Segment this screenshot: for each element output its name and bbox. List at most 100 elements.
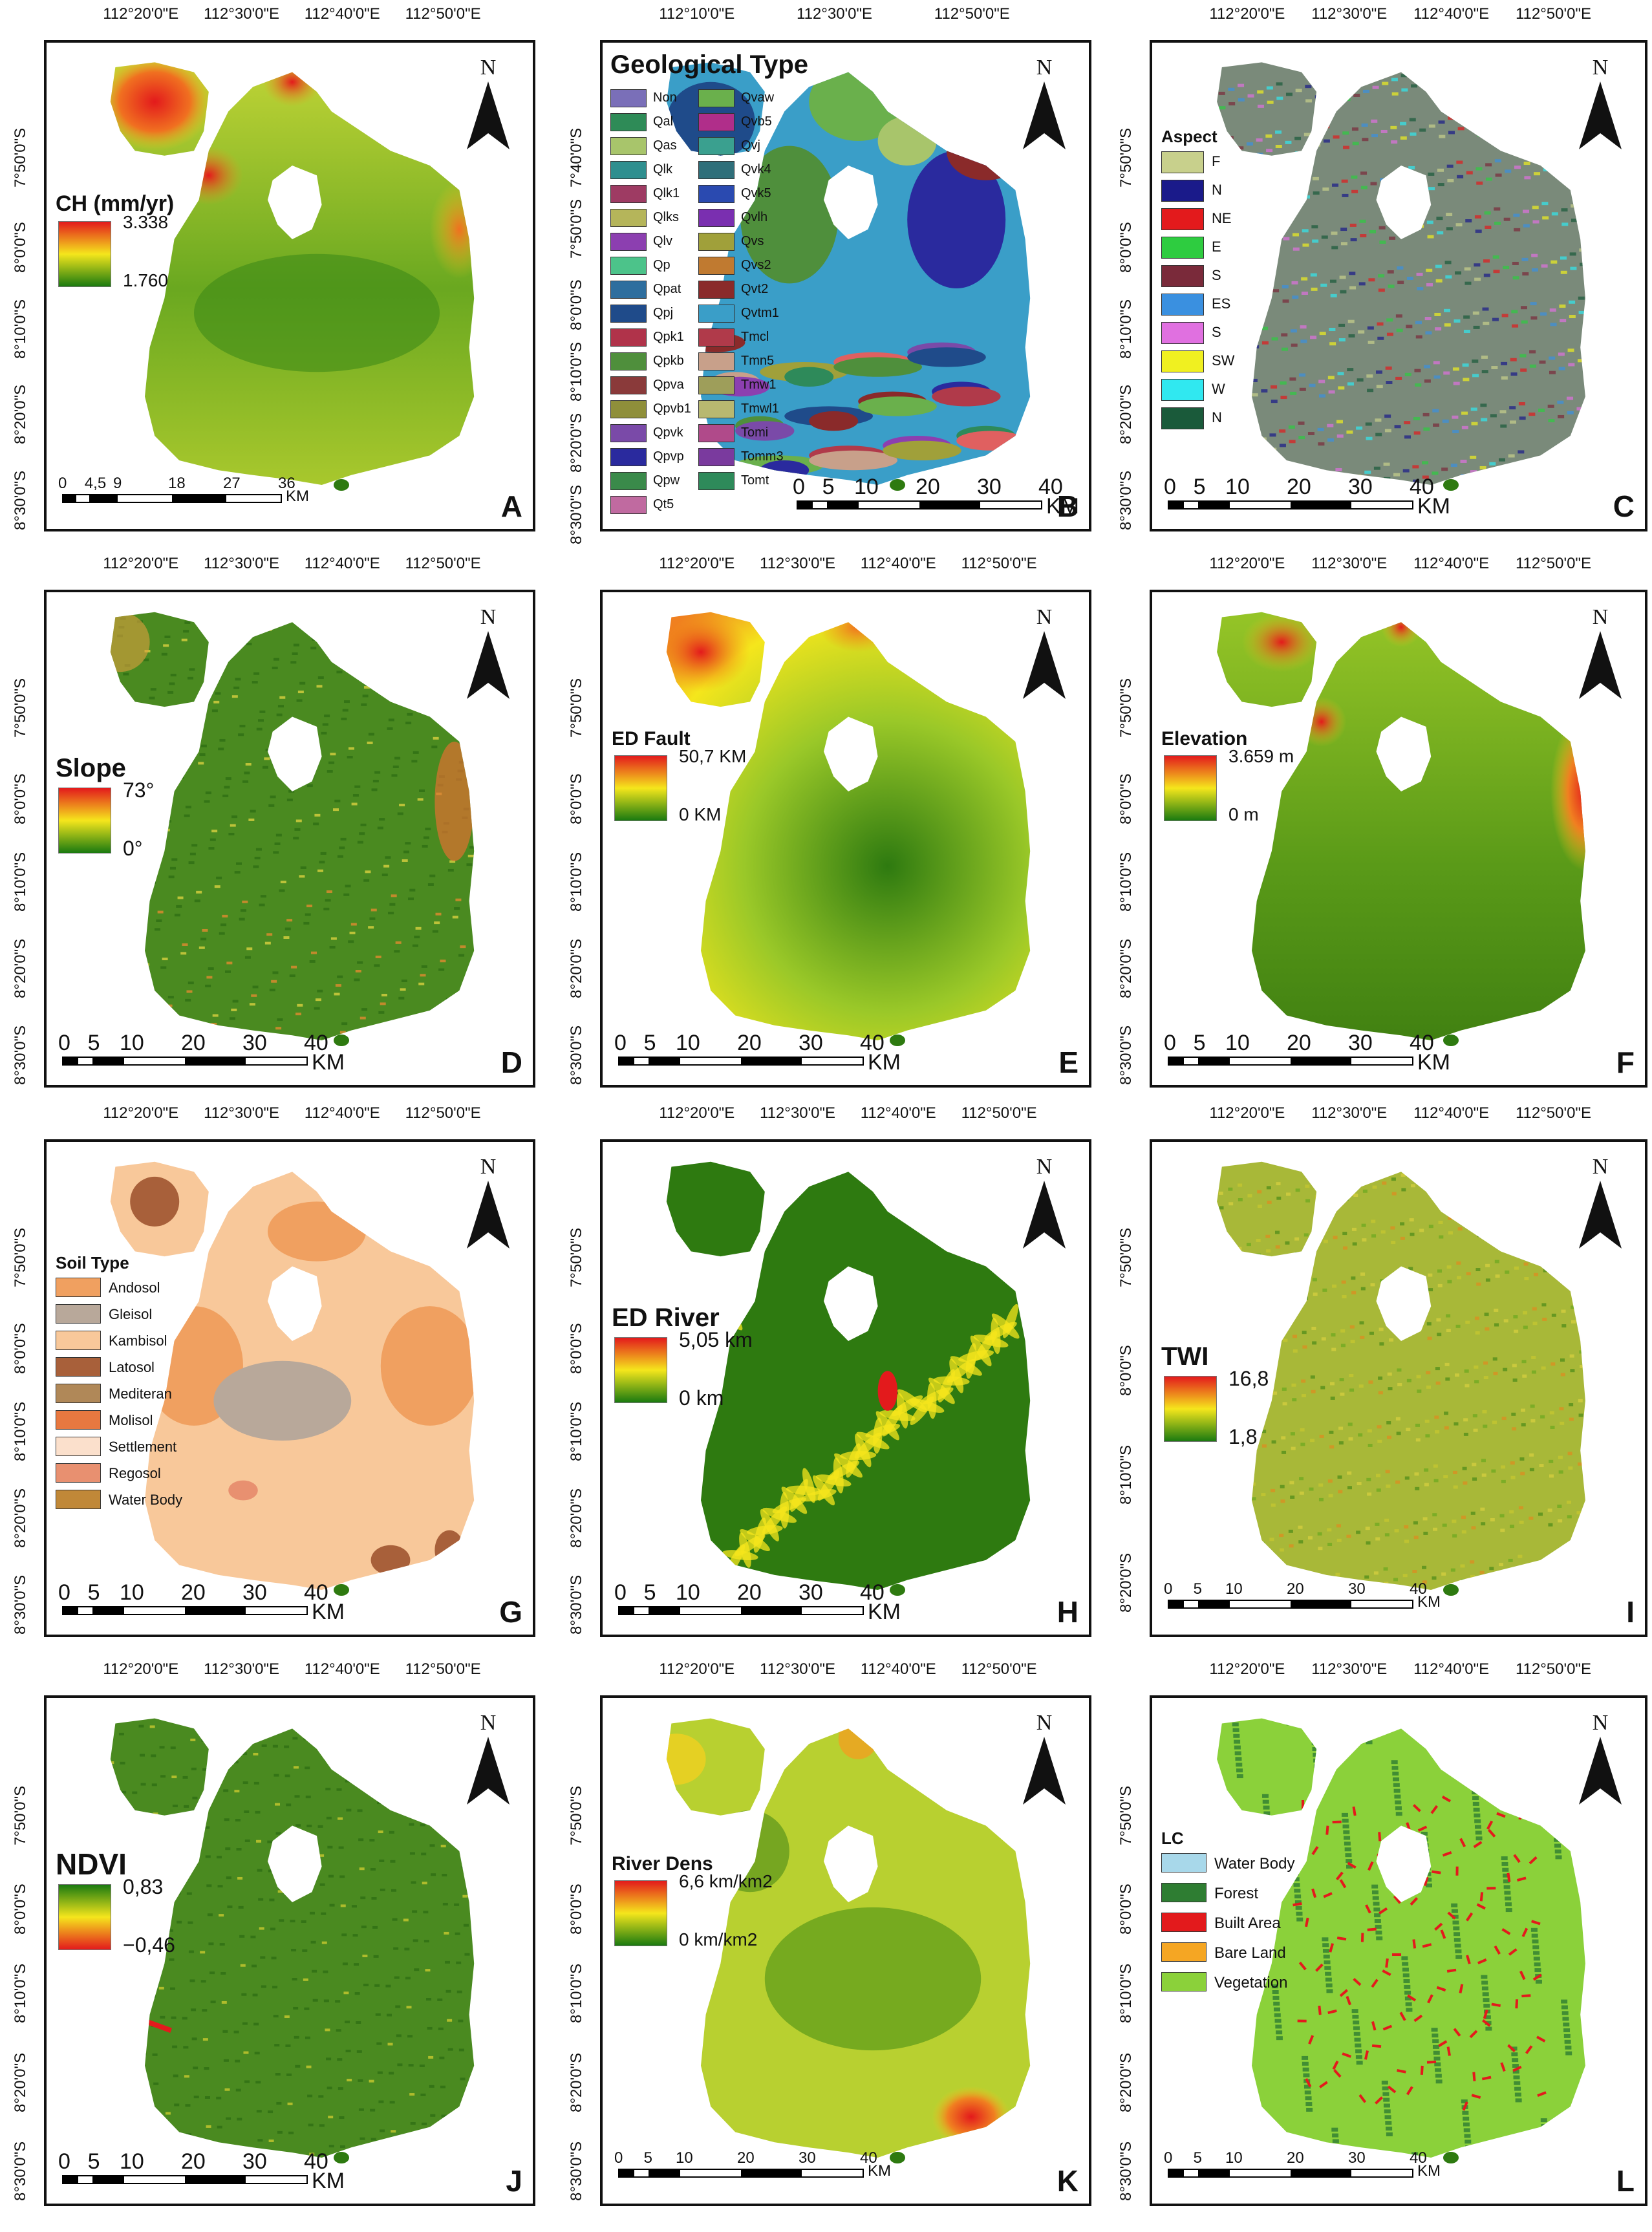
scale-label: 30 <box>799 1580 823 1605</box>
lon-tick-label: 112°20'0"E <box>103 5 178 23</box>
legend-label: Qlks <box>653 210 679 225</box>
legend-swatch <box>610 185 647 203</box>
lat-tick-label: 8°10'0"S <box>1117 1964 1135 2023</box>
lat-tick-label: 7°50'0"S <box>12 128 30 188</box>
legend-max-value: 50,7 KM <box>679 746 746 767</box>
lat-tick-label: 8°30'0"S <box>1117 1025 1135 1085</box>
legend-min-value: −0,46 <box>123 1933 175 1957</box>
legend-min-value: 0 km/km2 <box>679 1929 757 1950</box>
map-raster <box>603 1698 1091 2206</box>
north-label: N <box>1022 56 1067 80</box>
scale-label: 5 <box>1194 1031 1206 1056</box>
lon-tick-label: 112°30'0"E <box>760 1660 835 1679</box>
legend-swatch <box>56 1278 101 1297</box>
scale-label: 30 <box>977 475 1002 500</box>
legend-label: Qt5 <box>653 497 674 512</box>
lat-tick-label: 7°50'0"S <box>12 678 30 738</box>
scale-bar-graphic <box>62 1057 308 1066</box>
north-label: N <box>1022 1711 1067 1735</box>
legend-label: F <box>1212 153 1220 170</box>
scale-label: 9 <box>113 475 122 493</box>
legend-min-value: 0 KM <box>679 804 721 825</box>
scale-label: 30 <box>799 2149 816 2167</box>
map-raster <box>1152 43 1647 531</box>
scale-label: 5 <box>644 1031 656 1056</box>
lat-tick-label: 8°20'0"S <box>1117 939 1135 998</box>
scale-label: 5 <box>1194 475 1206 500</box>
lon-tick-label: 112°40'0"E <box>305 1660 380 1679</box>
legend-label: Qpk1 <box>653 330 684 345</box>
lon-tick-label: 112°50'0"E <box>405 1660 481 1679</box>
scale-label: 10 <box>854 475 879 500</box>
north-arrow-icon <box>466 631 511 702</box>
scale-label: 20 <box>737 1580 762 1605</box>
legend-label: Regosol <box>109 1465 161 1482</box>
north-arrow: N <box>1022 56 1067 153</box>
lon-tick-label: 112°30'0"E <box>204 1104 279 1122</box>
scale-unit: KM <box>868 2162 891 2180</box>
lat-tick-label: 8°20'0"S <box>1117 385 1135 444</box>
legend-swatch <box>698 89 735 107</box>
panel-letter: G <box>499 1594 522 1629</box>
scale-label: 5 <box>1194 1580 1202 1598</box>
legend-label: Qpkb <box>653 354 684 369</box>
legend-label: Qlk1 <box>653 186 680 201</box>
legend-title: LC <box>1161 1829 1184 1849</box>
lat-tick-label: 8°10'0"S <box>12 1401 30 1461</box>
scale-label: 30 <box>1348 475 1373 500</box>
legend-label: N <box>1212 409 1222 426</box>
legend-label: Qvk4 <box>741 162 771 177</box>
legend-swatch <box>56 1410 101 1430</box>
lon-tick-label: 112°40'0"E <box>305 555 380 573</box>
lon-tick-label: 112°50'0"E <box>934 5 1010 23</box>
legend-swatch <box>1161 1972 1207 1991</box>
legend-label: Forest <box>1214 1885 1258 1903</box>
legend-label: Qvj <box>741 138 760 153</box>
legend-swatch <box>698 376 735 394</box>
lon-tick-label: 112°10'0"E <box>659 5 735 23</box>
panel-letter: I <box>1626 1594 1635 1629</box>
legend-title: NDVI <box>56 1847 127 1882</box>
scale-bar-graphic <box>62 494 282 503</box>
lat-tick-label: 8°0'0"S <box>1117 774 1135 825</box>
scale-label: 20 <box>1287 2149 1304 2167</box>
lon-tick-label: 112°40'0"E <box>1413 5 1489 23</box>
lon-tick-label: 112°50'0"E <box>405 5 481 23</box>
legend-gradient-bar <box>1164 1376 1217 1442</box>
lat-tick-label: 7°40'0"S <box>568 128 586 188</box>
legend-swatch <box>1161 265 1204 287</box>
scale-unit: KM <box>312 2169 345 2194</box>
north-label: N <box>466 1711 511 1735</box>
legend-label: Andosol <box>109 1280 160 1296</box>
lat-tick-label: 8°0'0"S <box>12 1883 30 1935</box>
legend-label: Qpvk <box>653 425 683 440</box>
legend-swatch <box>1161 322 1204 344</box>
legend-swatch <box>698 305 735 323</box>
north-arrow: N <box>466 1155 511 1252</box>
lon-tick-label: 112°40'0"E <box>305 5 380 23</box>
legend-swatch <box>698 424 735 442</box>
north-arrow-icon <box>1022 1181 1067 1252</box>
legend-swatch <box>610 113 647 131</box>
lat-tick-label: 8°30'0"S <box>568 2141 586 2201</box>
north-label: N <box>1022 1155 1067 1179</box>
